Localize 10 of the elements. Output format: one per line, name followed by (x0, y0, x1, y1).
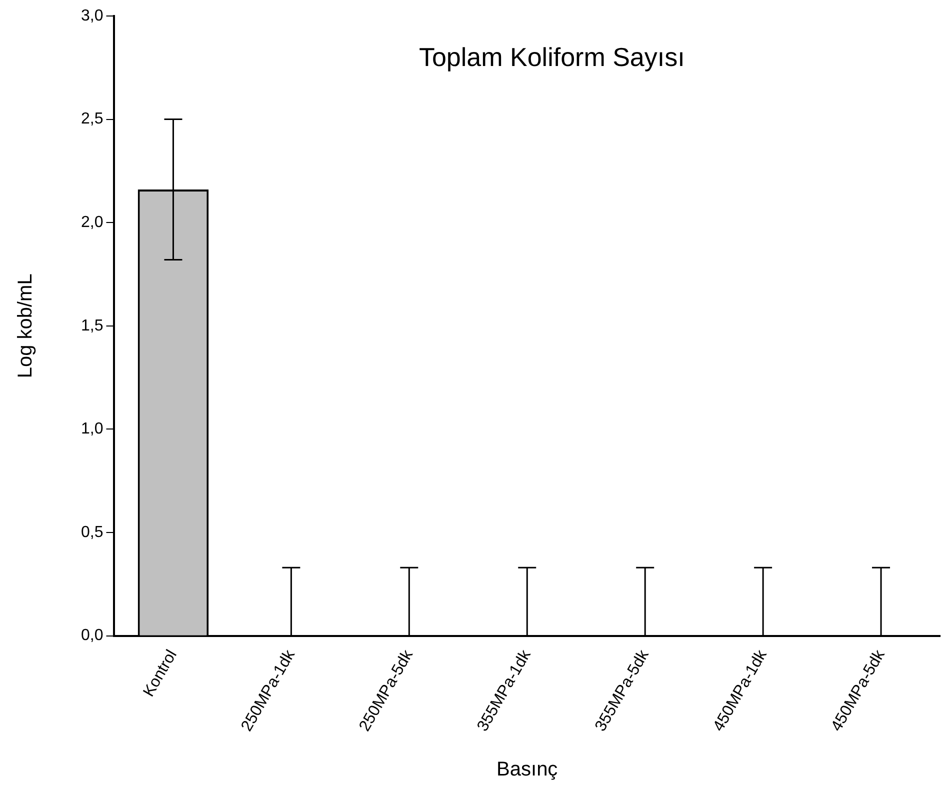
x-axis-title: Basınç (496, 758, 558, 781)
y-tick-label: 1,0 (80, 420, 104, 438)
y-axis-title: Log kob/mL (14, 274, 37, 378)
y-tick-label: 0,0 (80, 627, 104, 644)
y-tick-label: 0,5 (80, 524, 104, 541)
y-tick-label: 1,5 (80, 317, 104, 334)
y-tick-label: 2,5 (80, 110, 104, 128)
y-tick-label: 3,0 (80, 7, 104, 24)
text: Toplam Koliform Sayısı (418, 42, 685, 72)
y-tick-label: 2,0 (80, 214, 104, 232)
